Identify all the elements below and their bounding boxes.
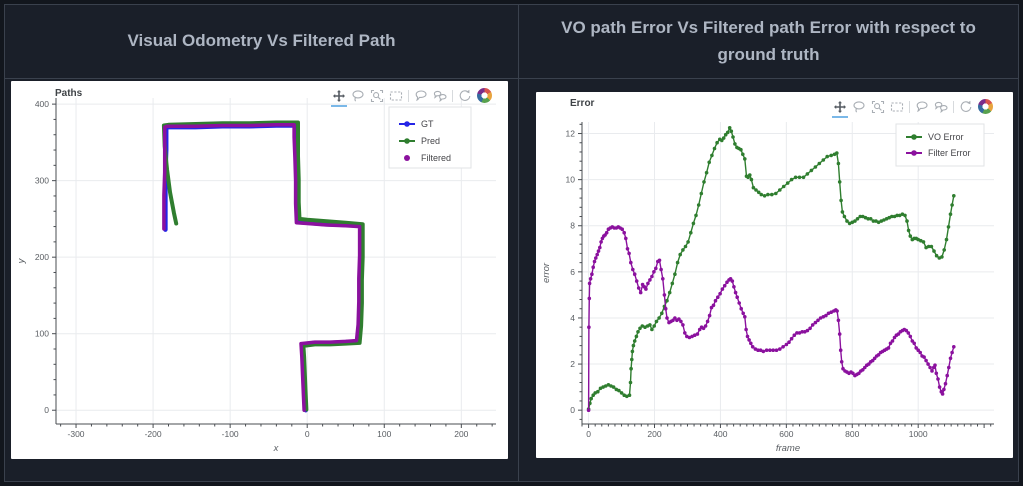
series xyxy=(161,120,365,413)
series xyxy=(586,126,956,413)
hover-compare-icon[interactable] xyxy=(433,89,447,103)
svg-text:4: 4 xyxy=(570,313,575,323)
series-vo-error xyxy=(587,127,955,410)
svg-text:100: 100 xyxy=(377,429,391,439)
svg-text:200: 200 xyxy=(454,429,468,439)
tick-labels: 0 200 400 600 800 1000 0 2 4 6 8 10 12 xyxy=(566,129,928,439)
panel-title-right-text: VO path Error Vs Filtered path Error wit… xyxy=(561,18,976,64)
svg-text:-100: -100 xyxy=(222,429,239,439)
x-axis-title: frame xyxy=(776,443,800,454)
box-select-icon[interactable] xyxy=(890,100,904,114)
axes xyxy=(52,98,496,428)
svg-text:300: 300 xyxy=(35,176,49,186)
svg-text:Pred: Pred xyxy=(421,136,440,146)
modebar-separator xyxy=(953,100,954,113)
error-chart-card: 0 200 400 600 800 1000 0 2 4 6 8 10 12 frame error Erro… xyxy=(536,92,1013,458)
legend: GT Pred Filtered xyxy=(388,106,472,169)
svg-text:-300: -300 xyxy=(68,429,85,439)
series-gt xyxy=(163,123,364,413)
svg-text:0: 0 xyxy=(305,429,310,439)
gridlines xyxy=(582,122,994,424)
error-chart: 0 200 400 600 800 1000 0 2 4 6 8 10 12 frame error Erro… xyxy=(541,98,994,454)
dashboard-frame: Visual Odometry Vs Filtered Path VO path… xyxy=(4,4,1019,482)
panel-title-left-text: Visual Odometry Vs Filtered Path xyxy=(127,31,396,51)
svg-text:8: 8 xyxy=(570,221,575,231)
hover-compare-icon[interactable] xyxy=(934,100,948,114)
plotly-logo-icon[interactable] xyxy=(477,88,492,103)
svg-text:200: 200 xyxy=(647,429,661,439)
svg-text:200: 200 xyxy=(35,252,49,262)
svg-text:2: 2 xyxy=(570,359,575,369)
modebar-separator xyxy=(452,89,453,102)
series-pred xyxy=(161,120,365,412)
axis-titles: xy xyxy=(16,257,280,454)
legend-item-filtered[interactable]: Filtered xyxy=(404,153,451,163)
modebar xyxy=(832,99,993,118)
axis-titles: frame error xyxy=(541,262,800,454)
panel-title-right: VO path Error Vs Filtered path Error wit… xyxy=(519,5,1018,79)
x-axis-title: x xyxy=(273,443,280,454)
svg-text:600: 600 xyxy=(779,429,793,439)
svg-text:800: 800 xyxy=(845,429,859,439)
svg-text:6: 6 xyxy=(570,267,575,277)
svg-text:Filtered: Filtered xyxy=(421,153,451,163)
panel-title-left: Visual Odometry Vs Filtered Path xyxy=(5,5,519,79)
pan-icon[interactable] xyxy=(331,89,347,107)
lasso-icon[interactable] xyxy=(351,89,365,103)
svg-text:100: 100 xyxy=(35,329,49,339)
svg-text:-200: -200 xyxy=(145,429,162,439)
paths-chart-card: -300 -200 -100 0 100 200 0 100 200 300 400 x y Paths G… xyxy=(11,81,508,459)
chart-title: Paths xyxy=(55,88,83,99)
modebar xyxy=(331,88,492,107)
series-filter-error xyxy=(587,226,955,411)
svg-text:1000: 1000 xyxy=(909,429,928,439)
zoom-in-icon[interactable] xyxy=(871,100,885,114)
svg-text:12: 12 xyxy=(566,129,576,139)
y-axis-title: y xyxy=(16,257,27,264)
tick-labels: -300 -200 -100 0 100 200 0 100 200 300 400 xyxy=(35,99,469,439)
legend-item-vo-error[interactable]: VO Error xyxy=(906,132,964,142)
hover-closest-icon[interactable] xyxy=(414,89,428,103)
svg-text:VO Error: VO Error xyxy=(928,132,964,142)
y-axis-title: error xyxy=(541,262,552,283)
paths-chart: -300 -200 -100 0 100 2000100200300400xyPathsG… xyxy=(16,88,496,454)
svg-text:0: 0 xyxy=(586,429,591,439)
plotly-logo-icon[interactable] xyxy=(978,99,993,114)
series-filtered xyxy=(162,123,362,412)
pan-icon[interactable] xyxy=(832,100,848,118)
legend: VO Error Filter Error xyxy=(895,123,985,167)
axes xyxy=(578,122,994,428)
chart-title: Error xyxy=(570,98,595,109)
svg-text:10: 10 xyxy=(566,175,576,185)
paths-panel: -300 -200 -100 0 100 200 0 100 200 300 400 x y Paths G… xyxy=(5,79,519,481)
svg-text:GT: GT xyxy=(421,119,434,129)
zoom-in-icon[interactable] xyxy=(370,89,384,103)
lasso-icon[interactable] xyxy=(852,100,866,114)
legend-item-pred[interactable]: Pred xyxy=(399,136,440,146)
error-panel: 0 200 400 600 800 1000 0 2 4 6 8 10 12 frame error Erro… xyxy=(519,79,1018,481)
svg-text:0: 0 xyxy=(44,405,49,415)
svg-text:Filter Error: Filter Error xyxy=(928,148,971,158)
box-select-icon[interactable] xyxy=(389,89,403,103)
modebar-separator xyxy=(909,100,910,113)
svg-text:0: 0 xyxy=(570,405,575,415)
modebar-separator xyxy=(408,89,409,102)
svg-text:400: 400 xyxy=(35,99,49,109)
reset-axes-icon[interactable] xyxy=(458,89,472,103)
svg-text:400: 400 xyxy=(713,429,727,439)
hover-closest-icon[interactable] xyxy=(915,100,929,114)
legend-item-gt[interactable]: GT xyxy=(399,119,434,129)
reset-axes-icon[interactable] xyxy=(959,100,973,114)
legend-item-filter-error[interactable]: Filter Error xyxy=(906,148,971,158)
